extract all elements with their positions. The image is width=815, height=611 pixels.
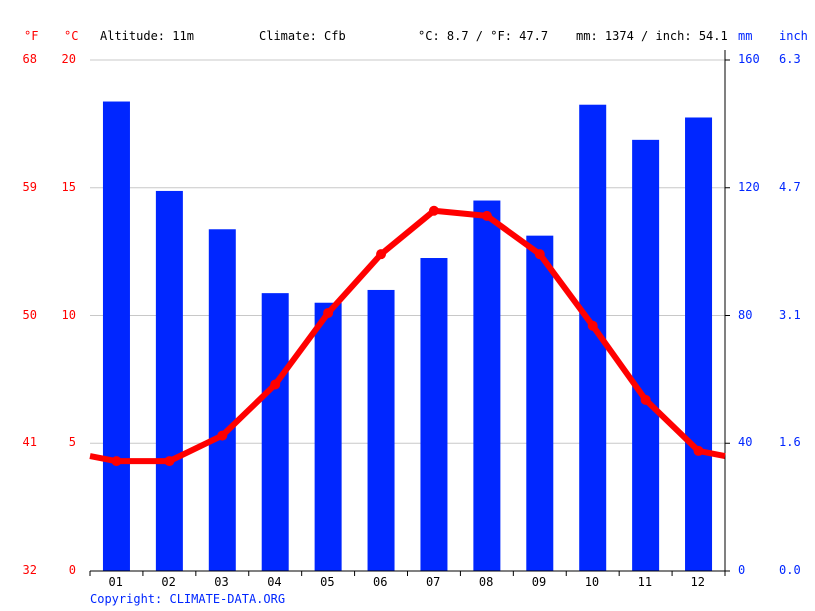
precipitation-bar-08 [473,200,501,571]
inch-tick-label: 4.7 [779,179,801,194]
climate-label: Climate: Cfb [259,29,346,43]
month-label: 09 [531,575,547,589]
temperature-point-02 [164,456,175,467]
fahrenheit-tick-label: 59 [22,179,37,194]
fahrenheit-tick-label: 41 [22,435,37,450]
temperature-average-label: °C: 8.7 / °F: 47.7 [418,29,549,43]
mm-tick-label: 80 [738,307,753,322]
mm-tick-label: 160 [738,52,760,66]
precipitation-bar-01 [102,101,130,572]
precipitation-bar-02 [155,190,183,571]
precipitation-total-label: mm: 1374 / inch: 54.1 [576,29,728,43]
precipitation-bar-03 [208,229,236,572]
celsius-tick-label: 10 [61,307,76,322]
temperature-point-07 [428,205,439,216]
celsius-tick-label: 20 [61,52,76,66]
fahrenheit-tick-label: 68 [22,52,37,66]
month-label: 05 [320,575,335,589]
inch-tick-label: 6.3 [779,52,801,66]
inch-tick-label: 0.0 [779,563,801,577]
fahrenheit-tick-label: 50 [22,307,37,322]
celsius-tick-label: 5 [68,435,76,450]
celsius-tick-label: 0 [68,563,76,577]
copyright-link[interactable]: Copyright: CLIMATE-DATA.ORG [90,592,286,606]
month-label: 02 [161,575,176,589]
mm-tick-label: 120 [738,179,760,194]
precipitation-bar-11 [632,139,660,571]
fahrenheit-unit-label: °F [24,29,39,43]
temperature-line [89,207,726,465]
temperature-point-11 [640,394,651,405]
month-label: 01 [108,575,123,589]
month-label: 08 [478,575,494,589]
mm-unit-label: mm [738,29,753,43]
inch-tick-label: 3.1 [779,307,801,322]
temperature-point-08 [481,210,492,221]
temperature-point-03 [217,430,228,441]
mm-tick-label: 40 [738,435,753,450]
mm-tick-label: 0 [738,563,746,577]
temperature-point-10 [587,320,598,331]
precipitation-bar-06 [367,289,395,571]
precipitation-bar-04 [261,293,289,571]
precipitation-bar-05 [314,302,342,571]
precipitation-bar-07 [420,258,448,571]
temperature-point-04 [270,379,281,390]
inch-tick-label: 1.6 [779,435,801,450]
fahrenheit-tick-label: 32 [22,563,37,577]
month-label: 12 [690,575,705,589]
month-label: 03 [214,575,229,589]
precipitation-bar-12 [685,117,713,572]
temperature-point-01 [111,456,122,467]
month-label: 11 [637,575,653,589]
precipitation-bar-09 [526,235,554,571]
celsius-unit-label: °C [64,29,79,43]
altitude-label: Altitude: 11m [100,29,194,43]
month-label: 06 [373,575,388,589]
temperature-point-09 [534,249,545,260]
month-label: 04 [267,575,282,589]
temperature-point-06 [376,249,387,260]
month-label: 07 [425,575,441,589]
temperature-point-05 [323,307,334,318]
temperature-point-12 [693,445,704,456]
inch-unit-label: inch [779,29,808,43]
month-label: 10 [584,575,600,589]
celsius-tick-label: 15 [61,179,76,194]
